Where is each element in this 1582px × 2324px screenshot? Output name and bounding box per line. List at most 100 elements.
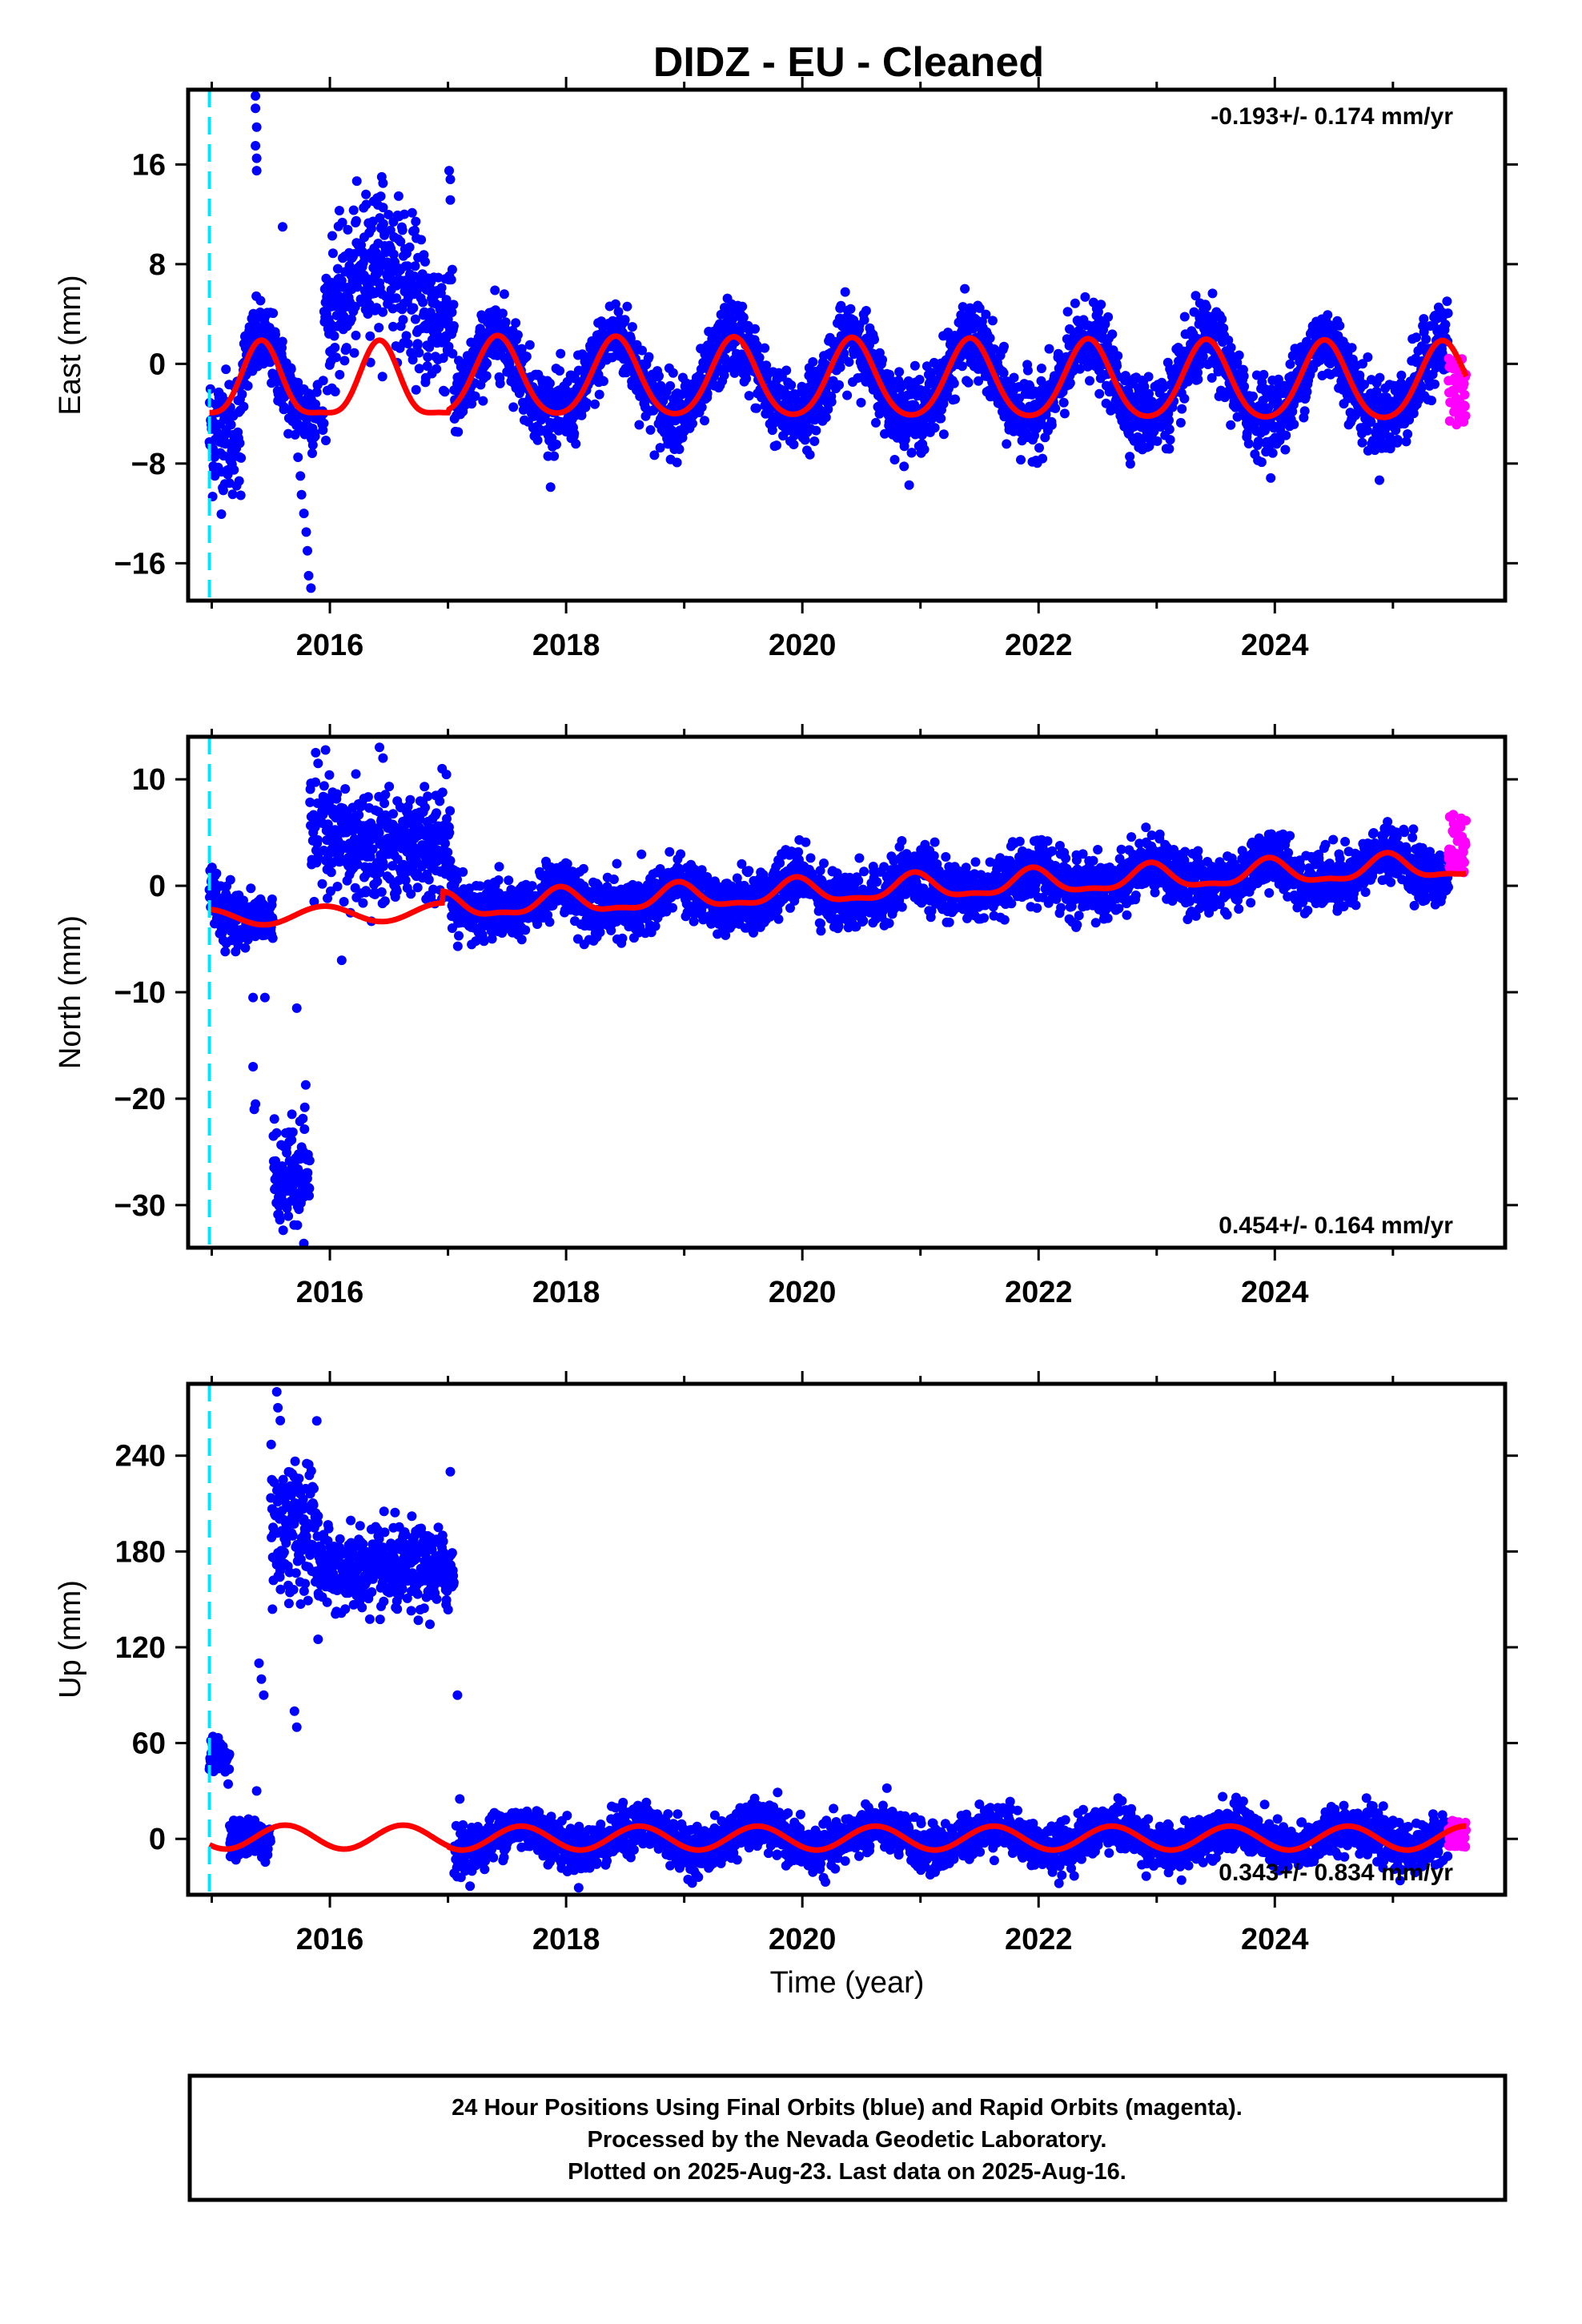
east-final-point — [700, 416, 709, 425]
east-final-point — [482, 371, 492, 380]
north-final-point — [420, 782, 429, 791]
east-final-point — [669, 368, 678, 378]
east-final-point — [255, 296, 265, 305]
east-x-tick-label: 2024 — [1241, 629, 1309, 662]
east-final-point — [411, 261, 420, 271]
east-final-point — [1113, 351, 1122, 360]
east-final-point — [1403, 429, 1412, 439]
east-outlier-point — [278, 222, 287, 231]
east-final-point — [1034, 443, 1044, 452]
east-final-point — [361, 190, 371, 199]
east-final-point — [408, 208, 417, 218]
east-final-point — [1257, 457, 1267, 467]
east-final-point — [894, 367, 904, 376]
east-final-point — [1080, 292, 1090, 302]
east-final-point — [533, 436, 543, 445]
north-final-point — [305, 1156, 315, 1165]
north-final-point — [279, 1225, 288, 1235]
east-final-point — [412, 385, 421, 395]
north-final-point — [240, 943, 250, 953]
north-final-point — [528, 881, 537, 891]
east-final-point — [1440, 320, 1450, 329]
east-x-tick-label: 2022 — [1005, 629, 1073, 662]
east-final-point — [999, 368, 1009, 378]
east-final-point — [555, 366, 564, 376]
east-final-point — [378, 372, 387, 381]
east-final-point — [453, 427, 463, 436]
north-final-point — [488, 934, 497, 943]
east-final-point — [374, 323, 383, 332]
east-final-point — [950, 379, 959, 388]
east-final-point — [420, 257, 430, 267]
east-final-point — [999, 342, 1009, 352]
east-final-point — [546, 482, 556, 492]
east-outlier-point — [299, 509, 309, 518]
east-final-point — [1427, 396, 1436, 405]
east-rapid-point — [1460, 390, 1469, 400]
east-final-point — [1045, 344, 1054, 354]
east-final-point — [1180, 312, 1190, 322]
east-final-point — [737, 302, 747, 312]
east-final-point — [1268, 448, 1278, 458]
north-final-point — [321, 746, 331, 755]
east-final-point — [351, 216, 361, 226]
east-outlier-point — [302, 527, 311, 537]
east-final-point — [552, 440, 561, 449]
east-x-tick-label: 2018 — [532, 629, 600, 662]
east-final-point — [1226, 420, 1235, 430]
east-final-point — [1323, 310, 1332, 320]
east-final-point — [549, 452, 559, 461]
east-final-point — [1059, 398, 1069, 408]
east-final-point — [1363, 352, 1372, 362]
east-final-point — [1126, 459, 1135, 468]
north-final-point — [379, 862, 388, 871]
east-final-point — [408, 304, 418, 313]
east-final-point — [620, 315, 630, 324]
east-final-point — [1375, 373, 1384, 383]
east-final-point — [525, 340, 535, 350]
east-final-point — [809, 436, 819, 446]
east-x-tick-label: 2016 — [296, 629, 364, 662]
east-rapid-point — [1461, 411, 1471, 420]
east-outlier-point — [251, 141, 260, 151]
east-final-point — [936, 414, 946, 424]
east-final-point — [217, 509, 227, 519]
east-y-tick-label: −8 — [131, 448, 166, 481]
east-final-point — [986, 333, 995, 343]
north-panel: 2016 2018 2020 2022 2024−30−20−10010 North (… — [54, 724, 1518, 1309]
east-final-point — [1176, 418, 1186, 428]
east-final-point — [440, 387, 450, 396]
east-final-point — [786, 380, 796, 390]
east-final-point — [841, 287, 850, 297]
east-final-point — [432, 364, 441, 374]
east-final-point — [1002, 439, 1011, 448]
east-final-point — [811, 426, 821, 436]
east-final-point — [1070, 299, 1080, 308]
east-x-tick-label: 2020 — [769, 629, 837, 662]
east-final-point — [331, 387, 340, 396]
east-final-point — [1411, 332, 1421, 342]
north-final-point — [288, 1128, 298, 1137]
east-final-point — [1289, 420, 1299, 429]
east-final-point — [227, 420, 236, 429]
east-final-point — [508, 402, 518, 412]
north-final-point — [246, 883, 255, 893]
east-final-point — [808, 357, 817, 367]
east-final-point — [964, 378, 974, 388]
east-final-point — [569, 428, 579, 438]
east-final-point — [1016, 455, 1026, 464]
north-final-point — [517, 935, 527, 944]
east-final-point — [644, 352, 654, 362]
east-final-point — [319, 376, 328, 385]
east-final-point — [1094, 389, 1104, 399]
east-final-point — [498, 308, 508, 318]
east-final-point — [857, 398, 866, 408]
east-final-point — [378, 308, 387, 317]
east-final-point — [418, 298, 428, 308]
east-final-point — [1363, 426, 1372, 436]
east-final-point — [511, 318, 520, 328]
east-final-point — [939, 429, 949, 439]
east-final-point — [1037, 364, 1046, 373]
east-final-point — [311, 432, 320, 441]
